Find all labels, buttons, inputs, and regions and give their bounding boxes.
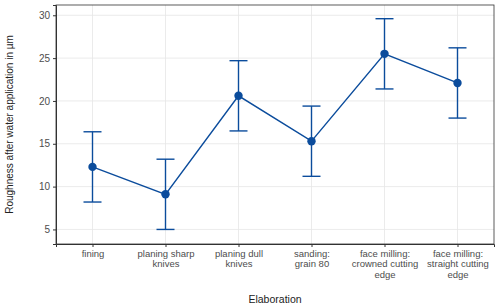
x-tick-label-line: edge — [447, 269, 468, 280]
y-tick: 20 — [39, 96, 56, 107]
point — [380, 50, 388, 58]
error-bar-cap — [449, 117, 467, 118]
x-tick-mark — [312, 244, 313, 247]
x-tick-label-line: grain 80 — [295, 258, 329, 269]
grid-line-y — [56, 143, 494, 144]
marks — [84, 19, 467, 230]
error-bar-cap — [157, 158, 175, 159]
x-tick: face milling:straight cuttingedge — [427, 244, 489, 280]
y-tick-label: 5 — [44, 224, 50, 235]
grid-line-y — [56, 186, 494, 187]
grid-line-x — [165, 5, 166, 244]
x-axis-line — [57, 245, 495, 248]
x-tick-label: planing sharpknives — [137, 248, 194, 269]
x-tick-mark — [458, 244, 459, 247]
grid-line-x — [311, 5, 312, 244]
y-tick-label: 10 — [39, 181, 51, 192]
x-tick-label-line: straight cutting — [427, 258, 489, 269]
x-tick-mark — [239, 244, 240, 247]
grid-line-y — [56, 100, 494, 101]
error-bar — [230, 61, 248, 131]
x-tick-label-line: planing sharp — [137, 248, 194, 259]
error-bar — [157, 159, 175, 229]
error-bar-cap — [303, 176, 321, 177]
error-bar — [449, 48, 467, 118]
grid-line-x — [384, 5, 385, 244]
panel-bg — [56, 5, 494, 244]
x-tick: face milling:crowned cuttingedge — [352, 244, 419, 280]
x-tick-label: sanding:grain 80 — [294, 248, 330, 269]
x-tick-mark — [166, 244, 167, 247]
point — [307, 137, 315, 145]
y-tick-label: 20 — [39, 96, 51, 107]
y-tick-label: 25 — [39, 53, 51, 64]
x-tick-label: face milling:crowned cuttingedge — [352, 248, 419, 280]
y-tick: 30 — [39, 10, 56, 21]
point — [234, 92, 242, 100]
y-tick-label: 15 — [39, 138, 51, 149]
y-tick-mark — [53, 101, 56, 102]
y-tick: 15 — [39, 138, 56, 149]
x-tick: planing dullknives — [215, 244, 263, 269]
x-tick: sanding:grain 80 — [294, 244, 330, 269]
grid-line-x — [238, 5, 239, 244]
error-bar-cap — [230, 60, 248, 61]
x-tick: planing sharpknives — [137, 244, 194, 269]
error-bar-cap — [376, 88, 394, 89]
y-tick-mark — [53, 15, 56, 16]
x-tick-label-line: sanding: — [294, 248, 330, 259]
grid-line-x — [92, 5, 93, 244]
error-bar-cap — [449, 47, 467, 48]
error-bar — [303, 106, 321, 176]
grid-line-y — [56, 58, 494, 59]
error-bar-cap — [230, 130, 248, 131]
chart: 51015202530finingplaning sharpknivesplan… — [0, 0, 500, 306]
point — [88, 163, 96, 171]
x-tick-label-line: crowned cutting — [352, 258, 419, 269]
error-bar — [84, 132, 102, 202]
x-tick-mark — [93, 244, 94, 247]
x-tick-mark — [385, 244, 386, 247]
grid-line-y — [56, 15, 494, 16]
plot: 51015202530finingplaning sharpknivesplan… — [39, 5, 495, 280]
grid-line-y — [56, 229, 494, 230]
grid — [56, 5, 494, 244]
x-tick-label-line: knives — [226, 258, 253, 269]
y-tick: 10 — [39, 181, 56, 192]
x-tick: fining — [82, 244, 105, 259]
x-tick-label: fining — [82, 248, 105, 259]
error-bar-cap — [84, 131, 102, 132]
y-axis-title: Roughness after water application in µm — [4, 35, 15, 214]
y-tick-mark — [53, 229, 56, 230]
y-tick: 5 — [44, 224, 56, 235]
x-tick-label-line: face milling: — [433, 248, 483, 259]
point — [161, 190, 169, 198]
y-tick: 25 — [39, 53, 56, 64]
error-bar-cap — [84, 201, 102, 202]
error-bar-cap — [157, 229, 175, 230]
y-axis: 5 10 15 20 25 30 — [39, 6, 57, 245]
y-tick-mark — [53, 58, 56, 59]
x-tick-label-line: knives — [153, 258, 180, 269]
x-tick-label-line: edge — [374, 269, 395, 280]
x-tick-label: planing dullknives — [215, 248, 263, 269]
x-tick-label: face milling:straight cuttingedge — [427, 248, 489, 280]
panel-frame — [56, 5, 494, 244]
error-bar-cap — [376, 18, 394, 19]
x-axis-title: Elaboration — [248, 293, 301, 305]
point — [453, 79, 461, 87]
grid-line-x — [457, 5, 458, 244]
y-tick-mark — [53, 187, 56, 188]
x-tick-label-line: fining — [82, 248, 105, 259]
line — [93, 54, 458, 194]
error-bar-cap — [303, 105, 321, 106]
x-axis: finingplaning sharpknivesplaning dullkni… — [57, 244, 495, 280]
y-tick-mark — [53, 144, 56, 145]
error-bar — [376, 19, 394, 89]
x-tick-label-line: planing dull — [215, 248, 263, 259]
y-tick-label: 30 — [39, 10, 51, 21]
x-tick-label-line: face milling: — [360, 248, 410, 259]
